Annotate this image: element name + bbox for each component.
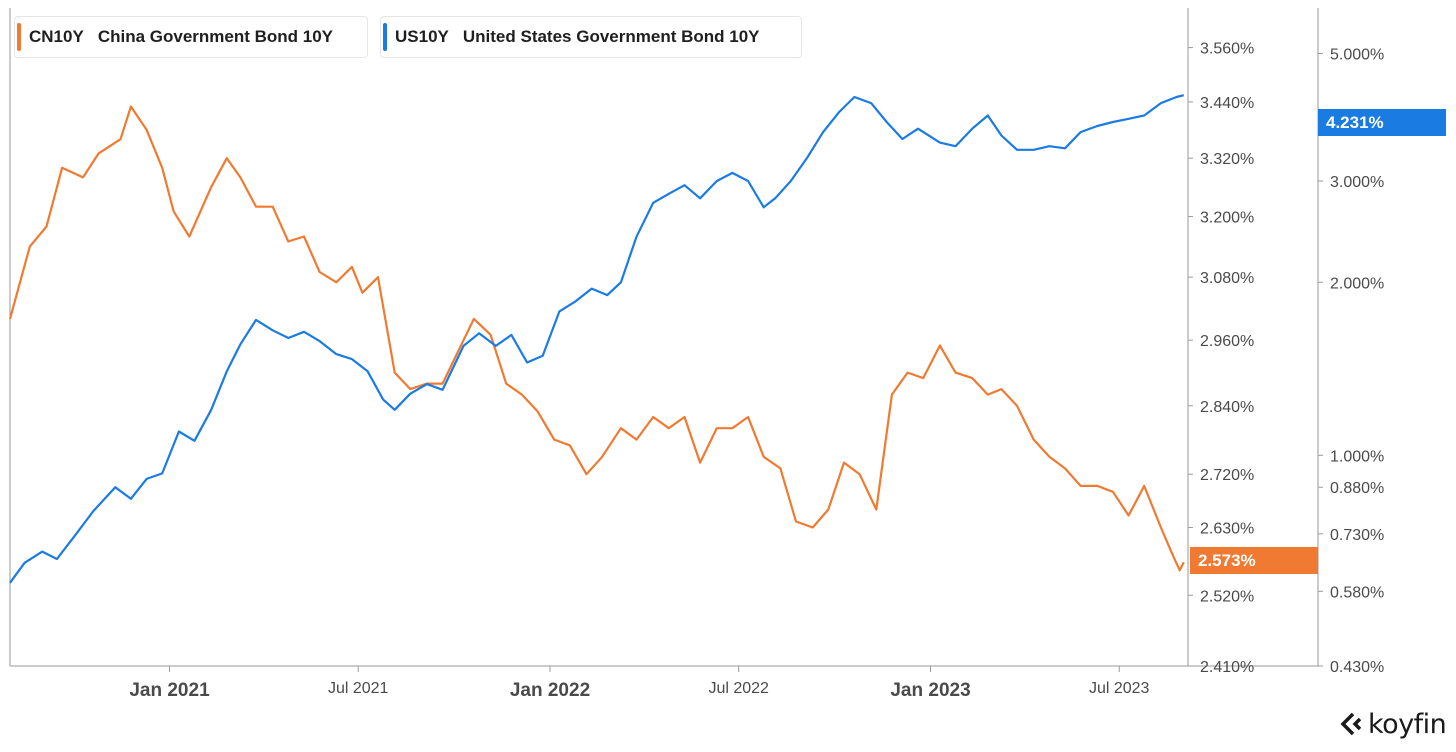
legend-item-cn10y[interactable]: CN10Y China Government Bond 10Y [14,16,368,58]
us-ytick-label: 0.580% [1330,584,1384,601]
legend-item-us10y[interactable]: US10Y United States Government Bond 10Y [380,16,802,58]
cn-ytick-label: 3.440% [1200,95,1254,112]
cn-ytick-label: 2.720% [1200,467,1254,484]
us-y-axis: 5.000% 3.000% 2.000% 1.000% 0.880% 0.730% 0.58… [1318,47,1384,676]
xtick-label: Jul 2023 [1089,680,1150,697]
cn-ytick-label: 3.320% [1200,151,1254,168]
us-ytick-label: 0.730% [1330,527,1384,544]
us-ytick-label: 5.000% [1330,47,1384,64]
cn-ytick-label: 3.560% [1200,41,1254,58]
koyfin-chevron-icon [1340,712,1362,736]
cn10y-last-value: 2.573% [1198,550,1256,570]
legend-ticker: US10Y [395,27,449,46]
xtick-label: Jan 2023 [890,680,970,701]
us-ytick-label: 2.000% [1330,275,1384,292]
legend-series-name: United States Government Bond 10Y [462,27,760,46]
cn10y-last-value-tag: 2.573% [1190,547,1318,574]
us10y-color-swatch [383,23,387,51]
legend-series-name: China Government Bond 10Y [97,27,334,46]
cn10y-line [8,105,1185,572]
series-lines [8,94,1185,584]
brand-name: koyfin [1368,708,1447,740]
x-axis: Jan 2021 Jul 2021 Jan 2022 Jul 2022 Jan 2023… [129,666,1150,701]
cn-ytick-label: 2.520% [1200,588,1254,605]
us-ytick-label: 3.000% [1330,174,1384,191]
legend-ticker: CN10Y [29,27,84,46]
us10y-line [9,94,1185,584]
us10y-last-value: 4.231% [1326,112,1384,132]
us-ytick-label: 1.000% [1330,448,1384,465]
axis-lines [9,8,1319,667]
xtick-label: Jan 2021 [129,680,210,701]
xtick-label: Jul 2022 [708,680,769,697]
cn-ytick-label: 3.080% [1200,270,1254,287]
cn-ytick-label: 3.200% [1200,210,1254,227]
cn-y-axis: 3.560% 3.440% 3.320% 3.200% 3.080% 2.960% 2.84… [1188,41,1254,676]
us-ytick-label: 0.880% [1330,480,1384,497]
us-ytick-label: 0.430% [1330,659,1384,676]
cn-ytick-label: 2.960% [1200,333,1254,350]
us10y-last-value-tag: 4.231% [1318,109,1446,136]
xtick-label: Jan 2022 [510,680,590,701]
cn-ytick-label: 2.630% [1200,521,1254,538]
cn-ytick-label: 2.840% [1200,399,1254,416]
cn10y-color-swatch [17,23,21,51]
xtick-label: Jul 2021 [328,680,389,697]
koyfin-logo: koyfin [1340,706,1450,742]
cn-ytick-label: 2.410% [1200,659,1254,676]
